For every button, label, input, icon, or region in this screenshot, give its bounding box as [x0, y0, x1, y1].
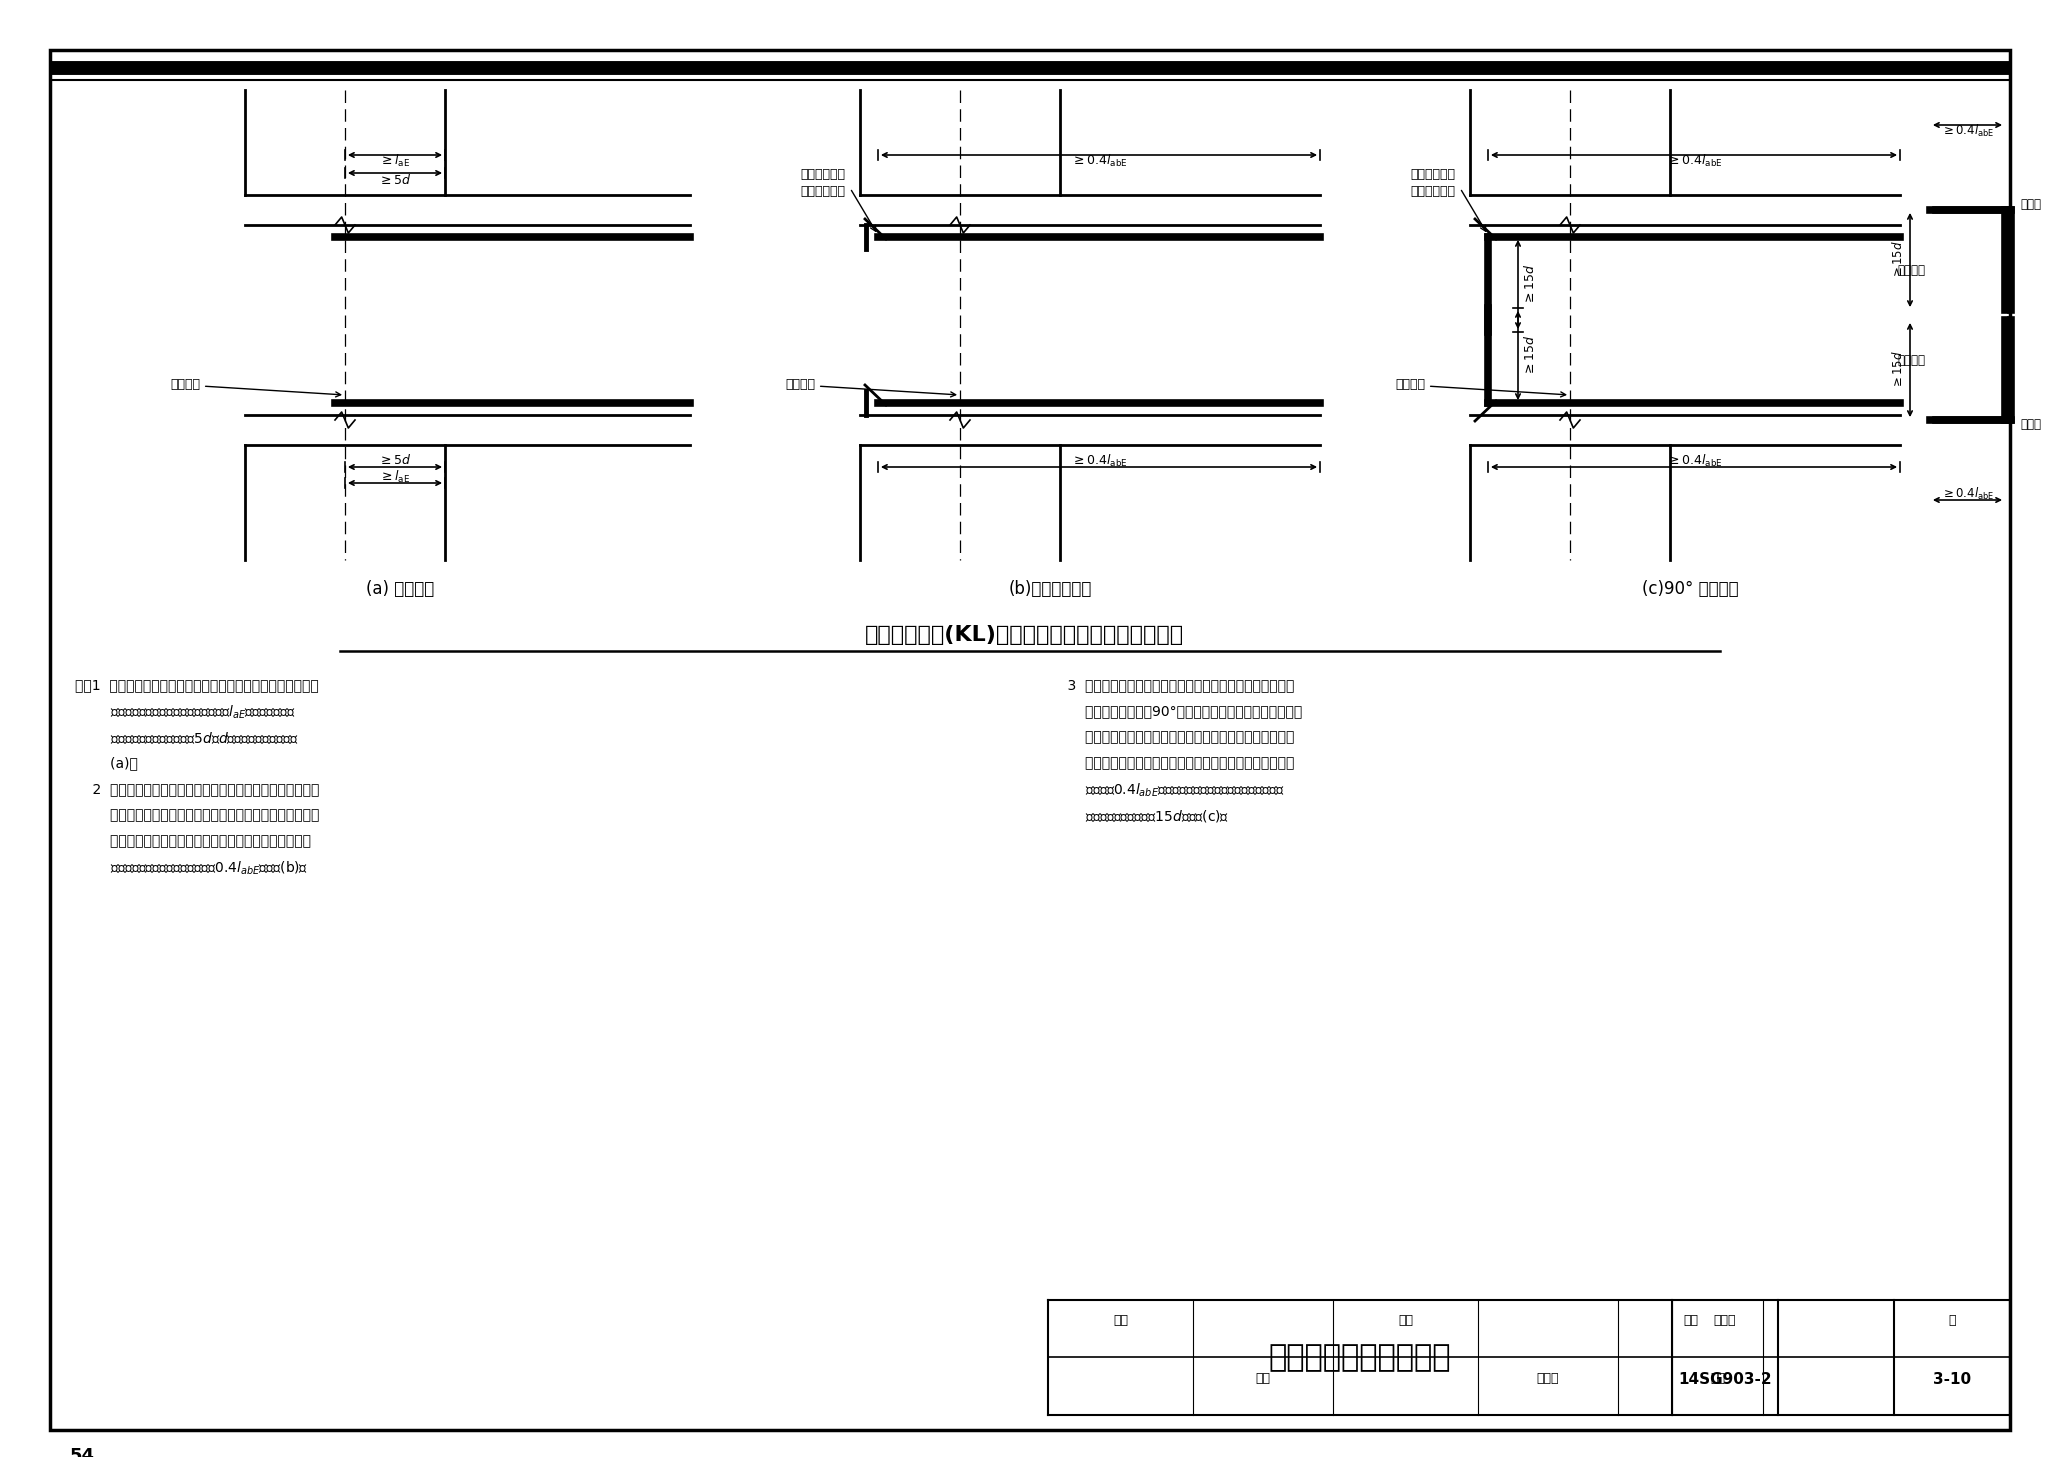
Text: 3  当柱截面尺寸较小，不满足框架梁纵向受力钢筋直线锚固: 3 当柱截面尺寸较小，不满足框架梁纵向受力钢筋直线锚固 — [1051, 678, 1294, 692]
Text: 心线，伸过的长度不宜小于5$d$，$d$为锚固钢筋直径。见图: 心线，伸过的长度不宜小于5$d$，$d$为锚固钢筋直径。见图 — [76, 730, 299, 746]
Text: 柱中心线: 柱中心线 — [170, 379, 340, 396]
Text: $\geq 15d$: $\geq 15d$ — [1524, 264, 1536, 305]
Text: 图集号: 图集号 — [1714, 1314, 1737, 1326]
Text: 长度时，可采用端部加螺栓锚头的机械锚固，此时框架梁: 长度时，可采用端部加螺栓锚头的机械锚固，此时框架梁 — [76, 809, 319, 822]
Text: 校对: 校对 — [1399, 1314, 1413, 1326]
Text: 度不小于0.4$l_{abE}$，弯折钢筋在弯折平面内包含弯弧在内的: 度不小于0.4$l_{abE}$，弯折钢筋在弯折平面内包含弯弧在内的 — [1051, 782, 1284, 800]
Text: 柱中心线: 柱中心线 — [784, 379, 956, 396]
Text: 审核: 审核 — [1112, 1314, 1128, 1326]
Text: 长度时，也可采用90°弯折锚固，此时框架梁纵向受力钢: 长度时，也可采用90°弯折锚固，此时框架梁纵向受力钢 — [1051, 704, 1303, 718]
Text: $\geq 0.4l_{\rm abE}$: $\geq 0.4l_{\rm abE}$ — [1665, 153, 1722, 169]
Text: 框架梁纵向钢筋的锚固: 框架梁纵向钢筋的锚固 — [1270, 1343, 1452, 1372]
Text: $\geq l_{\rm aE}$: $\geq l_{\rm aE}$ — [379, 153, 410, 169]
Text: $\geq 0.4l_{\rm abE}$: $\geq 0.4l_{\rm abE}$ — [1071, 153, 1126, 169]
Text: $\geq l_{\rm aE}$: $\geq l_{\rm aE}$ — [379, 469, 410, 485]
Text: $\geq 15d$: $\geq 15d$ — [1890, 240, 1905, 280]
Text: 柱中心线: 柱中心线 — [1395, 379, 1565, 396]
Text: 锚固钢筋: 锚固钢筋 — [1896, 354, 1925, 367]
Text: 2  当柱截面尺寸较小，不满足框架梁纵向受力钢筋直线锚固: 2 当柱截面尺寸较小，不满足框架梁纵向受力钢筋直线锚固 — [76, 782, 319, 796]
Text: 筋宜伸至柱外侧受力钢筋的内边并向节点内弯折（上部钢: 筋宜伸至柱外侧受力钢筋的内边并向节点内弯折（上部钢 — [1051, 730, 1294, 745]
Text: 3-10: 3-10 — [1933, 1371, 1970, 1387]
Text: $\geq 0.4l_{\rm abE}$: $\geq 0.4l_{\rm abE}$ — [1071, 453, 1126, 469]
Text: 程子倪: 程子倪 — [1536, 1372, 1559, 1386]
Text: 锚头在内水平投影锚固长度不小于0.4$l_{abE}$。见图(b)。: 锚头在内水平投影锚固长度不小于0.4$l_{abE}$。见图(b)。 — [76, 860, 307, 877]
Text: 设计: 设计 — [1683, 1314, 1698, 1326]
Text: (b)机械锚头锚固: (b)机械锚头锚固 — [1008, 580, 1092, 597]
Text: 纵向受力钢筋宜伸至柱外侧受力钢筋的内边，包括螺栓: 纵向受力钢筋宜伸至柱外侧受力钢筋的内边，包括螺栓 — [76, 833, 311, 848]
Text: 柱内侧: 柱内侧 — [2019, 198, 2042, 211]
Text: 页: 页 — [1948, 1314, 1956, 1326]
Text: 14SG903-2: 14SG903-2 — [1677, 1371, 1772, 1387]
Text: (a) 直线锚固: (a) 直线锚固 — [367, 580, 434, 597]
Text: $\geq 0.4l_{\rm abE}$: $\geq 0.4l_{\rm abE}$ — [1942, 487, 1995, 503]
Text: $\geq 0.4l_{\rm abE}$: $\geq 0.4l_{\rm abE}$ — [1665, 453, 1722, 469]
Text: 筋向下，下部钢筋向上），其包含弯弧在内的水平投影长: 筋向下，下部钢筋向上），其包含弯弧在内的水平投影长 — [1051, 756, 1294, 769]
Text: $\geq 5d$: $\geq 5d$ — [379, 453, 412, 468]
Text: 柱内侧: 柱内侧 — [2019, 418, 2042, 431]
Text: 中间层框架梁(KL)纵向受力钢筋端节点锚固示意图: 中间层框架梁(KL)纵向受力钢筋端节点锚固示意图 — [864, 625, 1184, 645]
Text: $\geq 15d$: $\geq 15d$ — [1524, 335, 1536, 376]
Text: 54: 54 — [70, 1447, 94, 1457]
Text: 伸至柱外侧受
力钢筋的内边: 伸至柱外侧受 力钢筋的内边 — [801, 168, 846, 198]
Text: 层边柱（角柱）中的锚固长度不应小于$l_{aE}$，且应伸过柱中: 层边柱（角柱）中的锚固长度不应小于$l_{aE}$，且应伸过柱中 — [76, 704, 295, 721]
Text: 锚固钢筋: 锚固钢筋 — [1896, 264, 1925, 277]
Text: $\geq 5d$: $\geq 5d$ — [379, 173, 412, 186]
Text: 李形: 李形 — [1710, 1372, 1724, 1386]
Text: $\geq 0.4l_{\rm abE}$: $\geq 0.4l_{\rm abE}$ — [1942, 122, 1995, 138]
Text: 竖向投影长度不应小于15$d$。见图(c)。: 竖向投影长度不应小于15$d$。见图(c)。 — [1051, 809, 1229, 825]
Text: 刘敏: 刘敏 — [1255, 1372, 1270, 1386]
Text: $\geq 15d$: $\geq 15d$ — [1890, 351, 1905, 389]
Text: (c)90° 弯折锚固: (c)90° 弯折锚固 — [1642, 580, 1739, 597]
Text: (a)。: (a)。 — [76, 756, 137, 769]
Text: 注：1  框架梁纵向受力钢筋（包括顶部钢筋和底部钢筋）在中间: 注：1 框架梁纵向受力钢筋（包括顶部钢筋和底部钢筋）在中间 — [76, 678, 319, 692]
Text: 伸至柱外侧受
力钢筋的内边: 伸至柱外侧受 力钢筋的内边 — [1409, 168, 1454, 198]
